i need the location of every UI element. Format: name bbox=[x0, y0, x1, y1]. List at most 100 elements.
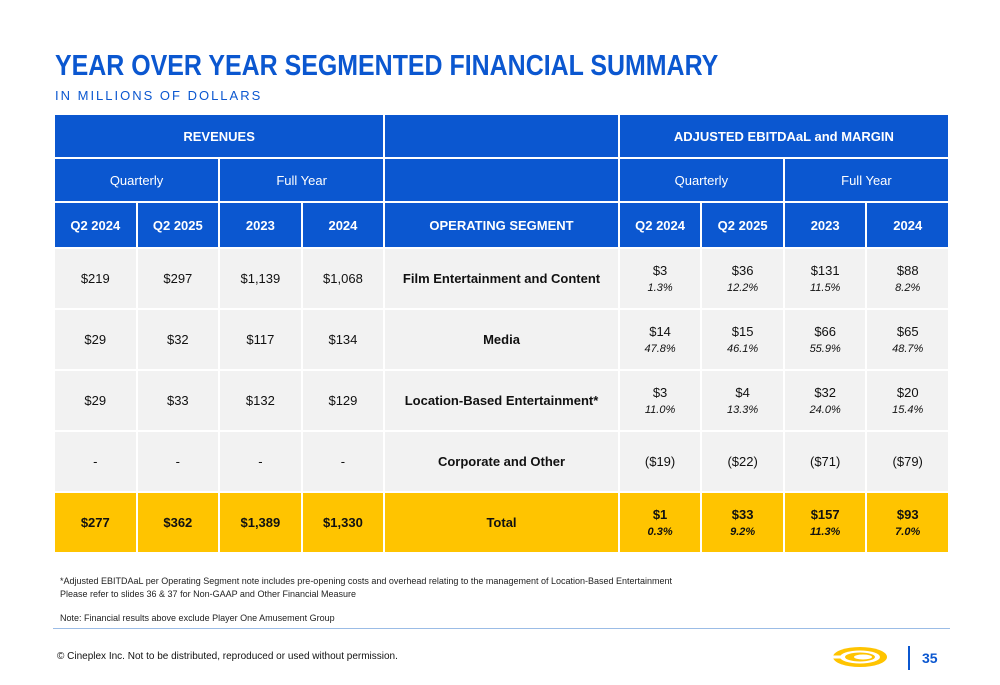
footnote-note: Note: Financial results above exclude Pl… bbox=[60, 613, 335, 623]
rev-quarterly-header: Quarterly bbox=[55, 159, 219, 201]
total-ebitda-cell: $157 11.3% bbox=[784, 493, 866, 552]
page-subtitle: IN MILLIONS OF DOLLARS bbox=[55, 88, 263, 103]
ebitda-value: $3 bbox=[652, 385, 668, 400]
ebitda-cell: $66 55.9% bbox=[784, 310, 866, 369]
total-revenue-cell: $362 bbox=[137, 493, 219, 552]
ebitda-cell: ($71) bbox=[784, 432, 866, 491]
segment-name: Film Entertainment and Content bbox=[385, 249, 618, 308]
ebitda-quarterly-header: Quarterly bbox=[619, 159, 783, 201]
margin-value: 1.3% bbox=[647, 282, 673, 294]
ebitda-value: $131 bbox=[810, 263, 840, 278]
blank-header-cell bbox=[385, 159, 618, 201]
ebitda-cell: ($19) bbox=[619, 432, 701, 491]
footnote-reference: Please refer to slides 36 & 37 for Non-G… bbox=[60, 589, 356, 599]
revenue-cell: $117 bbox=[220, 310, 301, 369]
column-header: Q2 2025 bbox=[137, 203, 219, 247]
financial-summary-table: REVENUES ADJUSTED EBITDAaL and MARGIN Qu… bbox=[53, 113, 950, 554]
revenue-cell: $129 bbox=[302, 371, 384, 430]
total-ebitda-cell: $93 7.0% bbox=[867, 493, 948, 552]
ebitda-cell: $15 46.1% bbox=[702, 310, 783, 369]
revenue-cell: $134 bbox=[302, 310, 384, 369]
column-header: 2023 bbox=[784, 203, 866, 247]
revenue-cell: $1,068 bbox=[302, 249, 384, 308]
total-ebitda-cell: $1 0.3% bbox=[619, 493, 701, 552]
revenue-cell: $29 bbox=[55, 310, 136, 369]
ebitda-value: $1 bbox=[652, 507, 668, 522]
margin-value: 15.4% bbox=[892, 404, 924, 416]
revenue-cell: $132 bbox=[220, 371, 301, 430]
column-header: 2023 bbox=[220, 203, 301, 247]
margin-value: 48.7% bbox=[892, 343, 924, 355]
ebitda-value: $4 bbox=[735, 385, 750, 400]
margin-value: 55.9% bbox=[809, 343, 841, 355]
revenue-cell: - bbox=[137, 432, 219, 491]
column-header: Q2 2025 bbox=[702, 203, 783, 247]
ebitda-value: $93 bbox=[896, 507, 919, 522]
revenue-cell: - bbox=[302, 432, 384, 491]
footer-divider bbox=[53, 628, 950, 629]
ebitda-cell: $3 11.0% bbox=[619, 371, 701, 430]
total-revenue-cell: $277 bbox=[55, 493, 136, 552]
total-revenue-cell: $1,389 bbox=[220, 493, 301, 552]
revenue-cell: $29 bbox=[55, 371, 136, 430]
ebitda-value: $33 bbox=[731, 507, 754, 522]
ebitda-value: $14 bbox=[649, 324, 671, 339]
table-row: $29 $33 $132 $129 Location-Based Enterta… bbox=[55, 371, 948, 430]
revenue-cell: $219 bbox=[55, 249, 136, 308]
ebitda-cell: ($79) bbox=[867, 432, 948, 491]
ebitda-value: $32 bbox=[814, 385, 837, 400]
header-row-periods: Quarterly Full Year Quarterly Full Year bbox=[55, 159, 948, 201]
ebitda-cell: $36 12.2% bbox=[702, 249, 783, 308]
revenue-cell: $297 bbox=[137, 249, 219, 308]
ebitda-value: $3 bbox=[652, 263, 668, 278]
margin-value: 24.0% bbox=[809, 404, 841, 416]
ebitda-value: $36 bbox=[731, 263, 754, 278]
revenue-cell: $32 bbox=[137, 310, 219, 369]
margin-value: 0.3% bbox=[647, 526, 673, 538]
ebitda-cell: $4 13.3% bbox=[702, 371, 783, 430]
revenue-cell: - bbox=[55, 432, 136, 491]
cineplex-logo-icon bbox=[832, 647, 887, 667]
segment-name: Location-Based Entertainment* bbox=[385, 371, 618, 430]
column-header: 2024 bbox=[867, 203, 948, 247]
ebitda-header: ADJUSTED EBITDAaL and MARGIN bbox=[619, 115, 948, 157]
revenues-header: REVENUES bbox=[55, 115, 384, 157]
column-header: 2024 bbox=[302, 203, 384, 247]
page-number: 35 bbox=[922, 650, 938, 666]
blank-header-cell bbox=[385, 115, 618, 157]
margin-value: 13.3% bbox=[727, 404, 759, 416]
margin-value: 8.2% bbox=[895, 282, 921, 294]
ebitda-cell: $32 24.0% bbox=[784, 371, 866, 430]
revenue-cell: $33 bbox=[137, 371, 219, 430]
header-row-columns: Q2 2024 Q2 2025 2023 2024 OPERATING SEGM… bbox=[55, 203, 948, 247]
footnote-ebitda: *Adjusted EBITDAaL per Operating Segment… bbox=[60, 576, 673, 586]
ebitda-cell: $14 47.8% bbox=[619, 310, 701, 369]
total-row: $277 $362 $1,389 $1,330 Total $1 0.3% $33… bbox=[55, 493, 948, 552]
margin-value: 12.2% bbox=[727, 282, 759, 294]
ebitda-cell: ($22) bbox=[702, 432, 783, 491]
copyright-notice: © Cineplex Inc. Not to be distributed, r… bbox=[57, 651, 398, 662]
segment-name: Corporate and Other bbox=[385, 432, 618, 491]
margin-value: 47.8% bbox=[644, 343, 676, 355]
header-row-groups: REVENUES ADJUSTED EBITDAaL and MARGIN bbox=[55, 115, 948, 157]
segment-name: Media bbox=[385, 310, 618, 369]
table-row: $29 $32 $117 $134 Media $14 47.8% $15 46.1… bbox=[55, 310, 948, 369]
total-ebitda-cell: $33 9.2% bbox=[702, 493, 783, 552]
table-row: - - - - Corporate and Other ($19) ($22) … bbox=[55, 432, 948, 491]
ebitda-value: $157 bbox=[810, 507, 840, 522]
ebitda-cell: $88 8.2% bbox=[867, 249, 948, 308]
total-label: Total bbox=[385, 493, 618, 552]
total-revenue-cell: $1,330 bbox=[302, 493, 384, 552]
margin-value: 11.0% bbox=[644, 404, 676, 416]
margin-value: 9.2% bbox=[730, 526, 756, 538]
table-row: $219 $297 $1,139 $1,068 Film Entertainme… bbox=[55, 249, 948, 308]
ebitda-cell: $131 11.5% bbox=[784, 249, 866, 308]
footer-separator bbox=[908, 646, 910, 670]
margin-value: 46.1% bbox=[727, 343, 759, 355]
ebitda-cell: $20 15.4% bbox=[867, 371, 948, 430]
operating-segment-header: OPERATING SEGMENT bbox=[385, 203, 618, 247]
ebitda-cell: $65 48.7% bbox=[867, 310, 948, 369]
revenue-cell: $1,139 bbox=[220, 249, 301, 308]
column-header: Q2 2024 bbox=[619, 203, 701, 247]
revenue-cell: - bbox=[220, 432, 301, 491]
